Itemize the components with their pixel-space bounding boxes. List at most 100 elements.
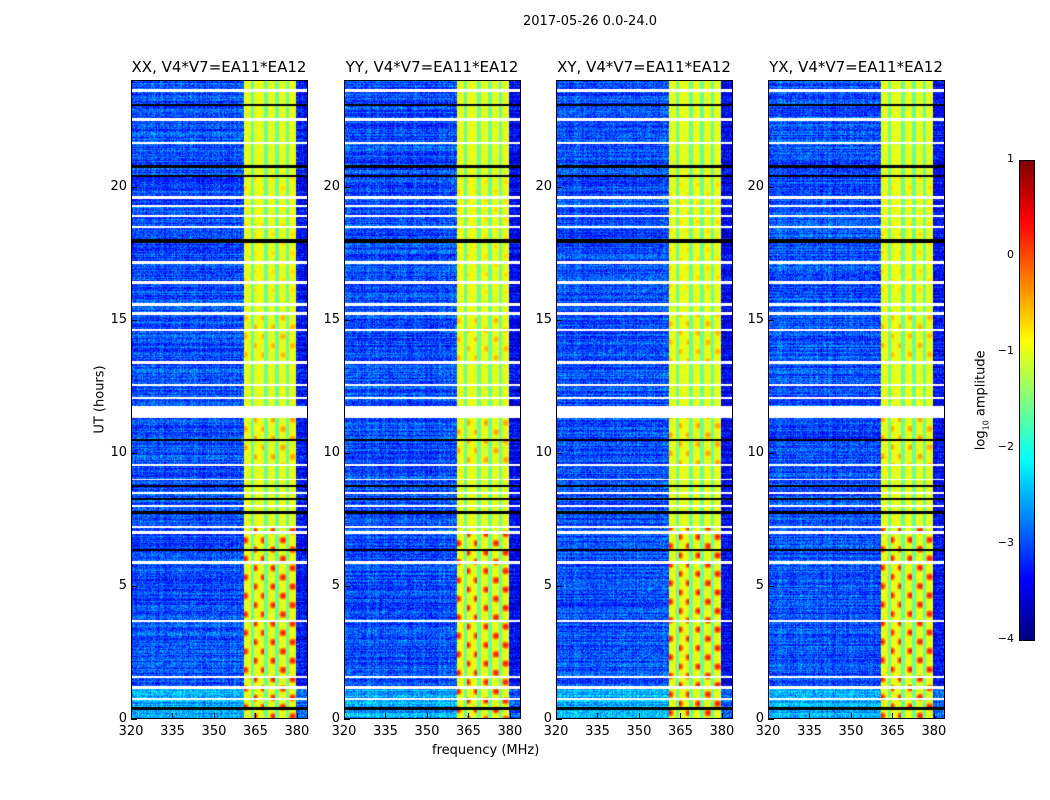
x-tick-mark xyxy=(172,713,174,719)
panel-title: XY, V4*V7=EA11*EA12 xyxy=(557,58,731,76)
y-tick-mark xyxy=(131,319,137,321)
y-tick-label: 5 xyxy=(755,577,764,593)
colorbar-label: log10 amplitude xyxy=(973,350,991,451)
x-tick-mark xyxy=(680,713,682,719)
x-tick-label: 320 xyxy=(755,724,781,739)
y-tick-label: 15 xyxy=(535,311,552,327)
y-tick-mark xyxy=(344,186,350,188)
y-tick-label: 10 xyxy=(747,444,764,460)
spectrogram-image xyxy=(557,81,732,718)
y-tick-mark xyxy=(768,452,774,454)
y-tick-label: 15 xyxy=(747,311,764,327)
x-tick-label: 350 xyxy=(414,724,440,739)
y-tick-label: 15 xyxy=(323,311,340,327)
y-tick-label: 0 xyxy=(755,711,764,726)
y-tick-mark xyxy=(131,585,137,587)
colorbar-tick-label: 0 xyxy=(1007,248,1014,261)
x-tick-mark xyxy=(933,713,935,719)
y-tick-label: 0 xyxy=(543,711,552,726)
x-tick-mark xyxy=(892,713,894,719)
x-tick-label: 320 xyxy=(118,724,144,739)
spectrogram-image xyxy=(769,81,944,718)
spectrogram-image xyxy=(132,81,307,718)
y-tick-mark xyxy=(344,319,350,321)
y-tick-mark xyxy=(131,186,137,188)
y-tick-label: 10 xyxy=(110,444,127,460)
colorbar-tick-label: −2 xyxy=(997,440,1014,453)
y-tick-label: 20 xyxy=(747,178,764,194)
x-tick-mark xyxy=(385,713,387,719)
y-tick-mark xyxy=(768,585,774,587)
y-tick-mark xyxy=(768,719,774,720)
y-tick-mark xyxy=(768,319,774,321)
y-tick-mark xyxy=(556,452,562,454)
x-axis-label: frequency (MHz) xyxy=(432,743,540,758)
x-tick-mark xyxy=(850,713,852,719)
x-tick-mark xyxy=(721,713,723,719)
y-tick-mark xyxy=(556,319,562,321)
spectrogram-panel xyxy=(344,80,521,719)
x-tick-label: 365 xyxy=(456,724,481,739)
y-axis-label: UT (hours) xyxy=(92,365,108,434)
colorbar xyxy=(1019,160,1035,641)
colorbar-tick-label: 1 xyxy=(1007,152,1014,165)
spectrogram-image xyxy=(345,81,520,718)
x-tick-label: 350 xyxy=(626,724,652,739)
y-tick-mark xyxy=(556,719,562,720)
x-tick-label: 335 xyxy=(585,724,610,739)
x-tick-label: 335 xyxy=(160,724,185,739)
y-tick-label: 0 xyxy=(331,711,340,726)
panel-title: XX, V4*V7=EA11*EA12 xyxy=(131,58,307,76)
x-tick-label: 320 xyxy=(543,724,569,739)
y-tick-label: 0 xyxy=(118,711,127,726)
colorbar-tick-label: −1 xyxy=(997,344,1014,357)
spectrogram-panel xyxy=(768,80,945,719)
y-tick-label: 5 xyxy=(331,577,340,593)
x-tick-mark xyxy=(468,713,470,719)
panel-title: YX, V4*V7=EA11*EA12 xyxy=(769,58,943,76)
x-tick-label: 350 xyxy=(201,724,227,739)
x-tick-mark xyxy=(255,713,257,719)
x-tick-mark xyxy=(213,713,215,719)
x-tick-mark xyxy=(638,713,640,719)
y-tick-label: 10 xyxy=(323,444,340,460)
x-tick-mark xyxy=(768,713,769,719)
y-tick-label: 20 xyxy=(110,178,127,194)
x-tick-mark xyxy=(131,713,132,719)
colorbar-gradient xyxy=(1020,161,1034,640)
y-tick-label: 15 xyxy=(110,311,127,327)
x-tick-label: 365 xyxy=(668,724,693,739)
y-tick-mark xyxy=(556,585,562,587)
x-tick-label: 380 xyxy=(921,724,947,739)
figure-suptitle: 2017-05-26 0.0-24.0 xyxy=(523,14,657,29)
x-tick-label: 320 xyxy=(331,724,357,739)
x-tick-mark xyxy=(809,713,811,719)
x-tick-mark xyxy=(597,713,599,719)
panel-title: YY, V4*V7=EA11*EA12 xyxy=(345,58,519,76)
y-tick-label: 20 xyxy=(535,178,552,194)
x-tick-label: 335 xyxy=(373,724,398,739)
x-tick-mark xyxy=(296,713,298,719)
y-tick-mark xyxy=(768,186,774,188)
x-tick-mark xyxy=(556,713,557,719)
y-tick-label: 5 xyxy=(118,577,127,593)
y-tick-mark xyxy=(344,719,350,720)
y-tick-mark xyxy=(344,452,350,454)
x-tick-label: 335 xyxy=(797,724,822,739)
y-tick-label: 10 xyxy=(535,444,552,460)
y-tick-mark xyxy=(556,186,562,188)
x-tick-label: 380 xyxy=(284,724,310,739)
y-tick-label: 5 xyxy=(543,577,552,593)
x-tick-mark xyxy=(344,713,345,719)
x-tick-label: 380 xyxy=(709,724,735,739)
x-tick-label: 350 xyxy=(838,724,864,739)
x-tick-label: 380 xyxy=(497,724,523,739)
y-tick-mark xyxy=(131,452,137,454)
x-tick-mark xyxy=(426,713,428,719)
y-tick-mark xyxy=(344,585,350,587)
y-tick-label: 20 xyxy=(323,178,340,194)
spectrogram-panel xyxy=(131,80,308,719)
x-tick-label: 365 xyxy=(243,724,268,739)
colorbar-tick-label: −3 xyxy=(997,536,1014,549)
